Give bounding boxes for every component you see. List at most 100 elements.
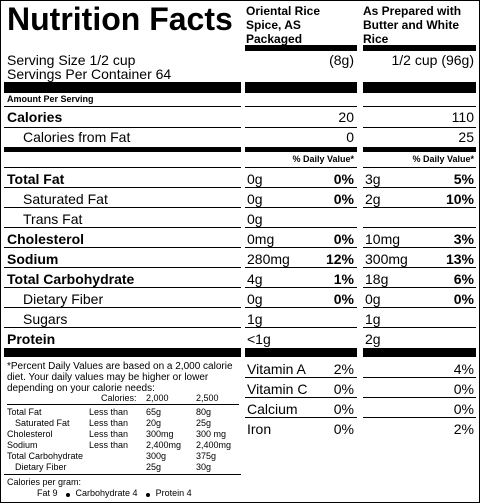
vitamin-a: 2%: [333, 361, 354, 377]
amount-b: 2g: [365, 331, 381, 347]
rule: [363, 127, 476, 128]
rule: [245, 45, 357, 51]
calories-per-gram-item: Protein 4: [155, 488, 192, 498]
rule: [363, 167, 476, 168]
calories-a: 20: [338, 109, 354, 125]
rule: [363, 267, 476, 268]
footnote-row-label: Cholesterol: [7, 429, 53, 439]
rule: [4, 474, 241, 475]
daily-value-b: 5%: [453, 171, 474, 187]
daily-value-a: 0%: [333, 291, 354, 307]
footnote-row-value: 25g: [146, 462, 162, 472]
calories-from-fat-a: 0: [346, 129, 354, 145]
calories-label: Calories: [7, 109, 63, 125]
rule: [363, 247, 476, 248]
nutrient-label: Dietary Fiber: [23, 291, 104, 307]
footnote-row-value: 20g: [146, 418, 162, 428]
daily-value-a: 0%: [333, 171, 354, 187]
daily-value-b: 13%: [445, 251, 474, 267]
calories-per-gram-item: Carbohydrate 4: [75, 488, 138, 498]
rule: [245, 247, 357, 248]
nutrient-label: Saturated Fat: [23, 191, 108, 207]
footnote-row-label: Total Carbohydrate: [7, 451, 84, 461]
rule: [4, 147, 241, 152]
bullet: [65, 493, 70, 497]
calories-per-gram-item: Fat 9: [37, 488, 58, 498]
amount-b: 0g: [365, 291, 381, 307]
rule: [245, 187, 357, 188]
rule: [245, 267, 357, 268]
vitamin-a: 0%: [333, 401, 354, 417]
vitamin-b: 2%: [453, 421, 474, 437]
footnote-row-value: 300 mg: [196, 429, 227, 439]
rule: [363, 147, 476, 152]
column-a-header: Oriental Rice Spice, AS Packaged: [246, 4, 321, 46]
footnote-row-value: 2,400mg: [196, 440, 232, 450]
rule: [4, 227, 241, 228]
nutrient-label: Trans Fat: [23, 211, 83, 227]
daily-value-b: 0%: [453, 291, 474, 307]
serving-size-b: 1/2 cup (96g): [391, 52, 475, 68]
footnote-header: 2,000: [146, 393, 169, 403]
rule: [4, 82, 241, 93]
daily-value-header: % Daily Value*: [412, 154, 474, 164]
rule: [363, 417, 476, 418]
amount-b: 18g: [365, 271, 389, 287]
vitamin-label: Vitamin C: [247, 381, 308, 397]
rule: [245, 327, 357, 328]
rule: [245, 106, 357, 107]
rule: [245, 397, 357, 398]
footnote-row-limit: Less than: [89, 407, 129, 417]
rule: [4, 127, 241, 128]
rule: [4, 167, 241, 168]
rule: [363, 327, 476, 328]
footnote-row-value: 2,400mg: [146, 440, 182, 450]
nutrient-label: Protein: [7, 331, 56, 347]
footnote-row-value: 25g: [196, 418, 212, 428]
rule: [4, 267, 241, 268]
rule: [245, 127, 357, 128]
rule: [363, 227, 476, 228]
footnote-row-limit: Less than: [89, 429, 129, 439]
vitamin-b: 4%: [453, 361, 474, 377]
footnote-row-value: 375g: [196, 451, 217, 461]
daily-value-b: 3%: [453, 231, 474, 247]
daily-value-a: 0%: [333, 231, 354, 247]
rule: [363, 348, 476, 357]
rule: [245, 307, 357, 308]
amount-a: 0g: [247, 291, 263, 307]
rule: [4, 327, 241, 328]
title: Nutrition Facts: [7, 1, 233, 37]
rule: [363, 106, 476, 107]
amount-b: 300mg: [365, 251, 408, 267]
rule: [4, 106, 241, 107]
amount-a: 1g: [247, 311, 263, 327]
amount-a: 0g: [247, 171, 263, 187]
footnote-row-label: Sodium: [7, 440, 38, 450]
rule: [245, 82, 357, 93]
vitamin-label: Calcium: [247, 401, 298, 417]
rule: [245, 287, 357, 288]
nutrient-label: Total Fat: [7, 171, 65, 187]
amount-a: 280mg: [247, 251, 290, 267]
rule: [363, 187, 476, 188]
footnote-row-limit: Less than: [89, 440, 129, 450]
nutrient-label: Total Carbohydrate: [7, 271, 135, 287]
footnote-header: 2,500: [196, 393, 219, 403]
footnote-row-limit: Less than: [89, 418, 129, 428]
rule: [245, 377, 357, 378]
rule: [363, 377, 476, 378]
amount-a: 4g: [247, 271, 263, 287]
rule: [4, 307, 241, 308]
amount-per-serving: Amount Per Serving: [7, 94, 94, 104]
rule: [245, 227, 357, 228]
nutrient-label: Sodium: [7, 251, 59, 267]
rule: [363, 207, 476, 208]
daily-value-a: 12%: [325, 251, 354, 267]
rule: [4, 247, 241, 248]
rule: [363, 307, 476, 308]
amount-b: 2g: [365, 191, 381, 207]
rule: [4, 287, 241, 288]
footnote-row-value: 80g: [196, 407, 212, 417]
